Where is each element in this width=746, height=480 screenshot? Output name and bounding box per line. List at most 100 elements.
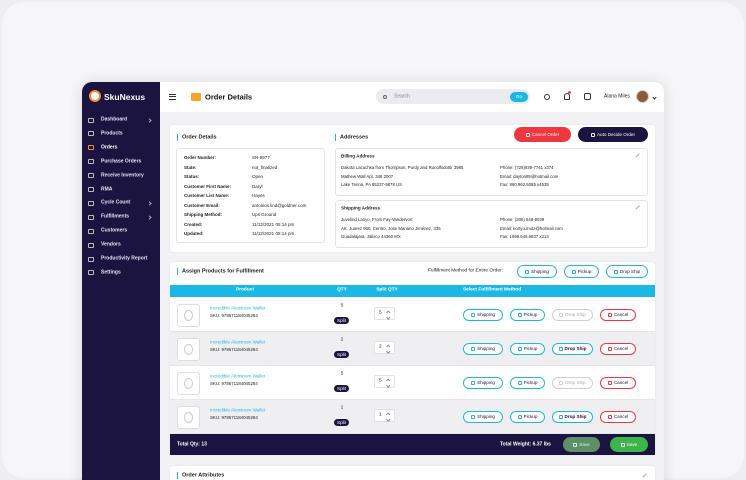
row-action-button[interactable]: Pickup — [510, 410, 545, 423]
save-button[interactable]: Save — [610, 437, 648, 452]
button-label[interactable]: Auto Decide Order — [596, 132, 636, 137]
menu-icon — [88, 145, 94, 151]
row-action-button[interactable]: Drop Ship — [552, 342, 593, 355]
split-qty-input[interactable] — [374, 375, 395, 388]
row-action-button[interactable]: Cancel — [600, 308, 636, 321]
search-go[interactable]: Go — [510, 91, 528, 102]
button-label[interactable]: Cancel — [613, 312, 629, 317]
button-label[interactable]: Save — [579, 442, 590, 447]
product-name[interactable]: Incredible Aluminum Wallet — [210, 373, 266, 379]
button-label[interactable]: Cancel — [613, 346, 629, 351]
product-name[interactable]: Incredible Aluminum Wallet — [210, 339, 266, 345]
button-label[interactable]: Pickup — [523, 414, 538, 419]
menu-item[interactable]: Customers — [101, 227, 128, 234]
menu-item[interactable]: Productivity Report — [101, 255, 148, 262]
button-icon — [620, 442, 625, 447]
bulk-method-button[interactable]: Shipping — [517, 265, 557, 278]
button-label[interactable]: Drop Ship — [564, 346, 587, 351]
split-qty-input[interactable] — [374, 341, 395, 354]
product-name[interactable]: Incredible Aluminum Wallet — [210, 407, 266, 413]
row-action-button[interactable]: Pickup — [510, 308, 545, 321]
button-label[interactable]: Shipping — [477, 312, 495, 317]
menu-item[interactable]: Products — [101, 130, 123, 137]
button-label[interactable]: Split — [337, 420, 346, 425]
menu-item[interactable]: RMA — [101, 186, 113, 192]
auto-decide-button[interactable]: Auto Decide Order — [578, 127, 648, 142]
button-label[interactable]: Split — [337, 386, 346, 391]
save-button-disabled[interactable]: Save — [563, 437, 600, 452]
row-action-button[interactable]: Drop Ship — [552, 410, 593, 423]
button-label[interactable]: Pickup — [523, 380, 538, 385]
row-action-button[interactable]: Shipping — [463, 410, 503, 423]
bulk-method-button[interactable]: Pickup — [564, 265, 599, 278]
row-action-button[interactable]: Drop Ship — [552, 376, 593, 389]
field-label: Created: — [184, 221, 203, 227]
button-label[interactable]: Split — [337, 352, 346, 357]
hamburger-line — [169, 94, 176, 95]
product-name[interactable]: Incredible Aluminum Wallet — [210, 305, 266, 311]
button-label[interactable]: Cancel — [613, 380, 629, 385]
button-label[interactable]: Shipping — [477, 380, 495, 385]
button-icon — [558, 346, 563, 351]
menu-item[interactable]: Purchase Orders — [101, 158, 142, 165]
field-label: Customer List Name: — [184, 192, 230, 198]
button-label[interactable]: Pickup — [523, 312, 538, 317]
column-header: Split QTY — [376, 287, 398, 293]
button-label[interactable]: Drop Ship — [565, 312, 586, 317]
cancel-order-button[interactable]: Cancel Order — [514, 127, 571, 142]
button-icon — [517, 312, 522, 317]
menu-item[interactable]: Fulfillments — [101, 213, 130, 220]
split-button[interactable]: Split — [334, 351, 349, 358]
row-action-button[interactable]: Pickup — [510, 376, 545, 389]
product-sku: SKU: 978671184045284 — [210, 380, 258, 386]
split-qty: 5 — [379, 310, 382, 316]
menu-item[interactable]: Receive Inventory — [101, 172, 144, 179]
bulk-method-button[interactable]: Drop Ship — [606, 265, 648, 278]
button-icon — [471, 346, 476, 351]
split-button[interactable]: Split — [334, 419, 349, 426]
search-box — [376, 89, 530, 104]
column-header: Select Fulfillment Method — [462, 287, 522, 293]
button-label[interactable]: Cancel Order — [531, 132, 560, 137]
search-placeholder: Search — [394, 93, 410, 99]
chat-icon — [584, 93, 591, 100]
button-label[interactable]: Drop Ship — [619, 269, 641, 274]
row-action-button[interactable]: Shipping — [463, 342, 503, 355]
button-label[interactable]: Cancel — [613, 414, 629, 419]
menu-item[interactable]: Dashboard — [101, 116, 128, 123]
button-label[interactable]: Go — [515, 94, 523, 99]
address-line: Mathew Wall Apt. 348 2007 — [341, 173, 394, 179]
row-action-button[interactable]: Cancel — [600, 376, 636, 389]
split-button[interactable]: Split — [334, 385, 349, 392]
button-icon — [607, 414, 612, 419]
field-label: Order Number: — [184, 154, 217, 160]
address-line: Dakota Lacuchka from Thompson, Purdy and… — [341, 164, 464, 170]
menu-item[interactable]: Vendors — [101, 241, 121, 248]
button-icon — [607, 312, 612, 317]
button-label[interactable]: Shipping — [531, 269, 549, 274]
row-action-button[interactable]: Drop Ship — [552, 308, 593, 321]
row-action-button[interactable]: Shipping — [463, 308, 503, 321]
row-action-button[interactable]: Cancel — [600, 342, 636, 355]
menu-icon — [88, 256, 94, 262]
section-title: Addresses — [340, 134, 369, 141]
menu-item[interactable]: Settings — [101, 269, 121, 276]
split-button[interactable]: Split — [334, 317, 349, 324]
split-qty-input[interactable] — [374, 409, 395, 422]
menu-item[interactable]: Cycle Count — [101, 199, 131, 206]
menu-item[interactable]: Orders — [101, 144, 118, 151]
split-qty-input[interactable] — [374, 307, 395, 320]
row-action-button[interactable]: Pickup — [510, 342, 545, 355]
button-label[interactable]: Drop Ship — [565, 380, 586, 385]
button-label[interactable]: Pickup — [577, 269, 592, 274]
button-label[interactable]: Drop Ship — [564, 414, 587, 419]
button-label[interactable]: Shipping — [477, 346, 495, 351]
address-line: Juvelind Lanyo, From Fay-Vandervort — [341, 216, 413, 222]
button-label[interactable]: Pickup — [523, 346, 538, 351]
button-label[interactable]: Shipping — [477, 414, 495, 419]
button-label[interactable]: Save — [626, 442, 638, 447]
row-action-button[interactable]: Shipping — [463, 376, 503, 389]
button-label[interactable]: Split — [337, 318, 346, 323]
order-card — [170, 125, 655, 252]
row-action-button[interactable]: Cancel — [600, 410, 636, 423]
